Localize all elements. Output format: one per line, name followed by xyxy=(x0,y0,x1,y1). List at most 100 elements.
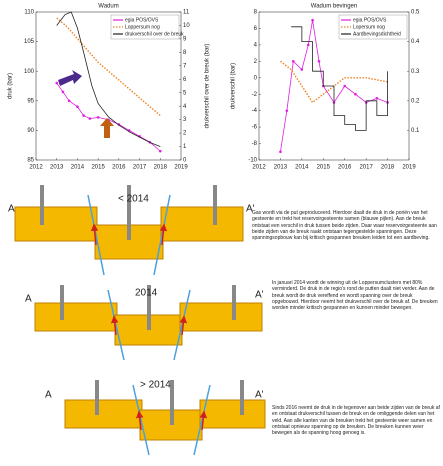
x-tick-label: 2017 xyxy=(133,165,147,171)
plot-frame xyxy=(258,11,410,161)
y-tick-label: 95 xyxy=(27,98,34,104)
fault xyxy=(153,194,171,276)
x-tick-label: 2019 xyxy=(402,165,416,171)
x-tick-label: 2013 xyxy=(50,165,64,171)
stress-arrow xyxy=(135,410,144,431)
marker xyxy=(343,84,347,88)
well xyxy=(95,380,99,415)
x-tick-label: 2016 xyxy=(338,165,352,171)
marker xyxy=(354,92,357,96)
y-tick-label: 4 xyxy=(254,42,258,48)
well xyxy=(170,380,174,425)
fault xyxy=(87,194,105,276)
y2-tick-label: 0 xyxy=(183,158,187,164)
marker xyxy=(55,81,59,85)
series-line xyxy=(280,60,388,104)
marker xyxy=(306,43,310,47)
marker xyxy=(67,99,71,103)
block xyxy=(179,302,263,332)
marker xyxy=(300,68,304,71)
label-a: A xyxy=(45,390,52,401)
x-tick-label: 2014 xyxy=(71,165,85,171)
plot-frame xyxy=(35,11,182,161)
paragraph: Sinds 2016 neemt de druk in de tegenover… xyxy=(272,405,440,437)
marker xyxy=(285,109,289,112)
marker xyxy=(76,105,79,109)
y-axis-label: drukverschil (bar) xyxy=(231,63,237,109)
paragraph: Gas wordt via de put geproduceerd. Hierd… xyxy=(252,210,437,242)
label-a: A xyxy=(25,294,32,305)
y-tick-label: 8 xyxy=(254,10,258,16)
marker xyxy=(317,60,321,63)
well xyxy=(127,185,131,240)
series-line xyxy=(56,11,161,147)
annotation-arrow xyxy=(100,118,114,138)
period-label: > 2014 xyxy=(140,380,171,391)
block xyxy=(14,206,98,242)
y-axis-label: druk (bar) xyxy=(8,73,14,99)
well xyxy=(40,185,44,225)
well xyxy=(240,380,244,415)
y2-tick-label: 8 xyxy=(183,50,187,56)
period-label: 2014 xyxy=(135,288,158,299)
x-tick-label: 2019 xyxy=(174,165,188,171)
well xyxy=(60,285,64,320)
stress-arrow xyxy=(90,223,99,246)
x-tick-label: 2012 xyxy=(252,165,266,171)
y2-tick-label: 3 xyxy=(183,117,187,123)
marker xyxy=(291,60,295,63)
fault xyxy=(132,384,150,456)
y-tick-label: -6 xyxy=(252,125,258,131)
fault xyxy=(173,289,191,361)
y-tick-label: 105 xyxy=(24,39,35,45)
x-tick-label: 2013 xyxy=(274,165,288,171)
y2-tick-label: 4 xyxy=(183,104,187,110)
well xyxy=(213,185,217,225)
label-a-prime: A' xyxy=(246,204,255,215)
y2-tick-label: 2 xyxy=(183,131,187,137)
marker xyxy=(279,150,282,154)
paragraph: In januari 2014 wordt de winning uit de … xyxy=(272,280,438,312)
block xyxy=(199,399,266,429)
x-tick-label: 2018 xyxy=(381,165,395,171)
y2-tick-label: 7 xyxy=(183,63,187,69)
legend-label: Lopersum nog xyxy=(353,24,385,30)
legend-label: Loppersum nog xyxy=(125,24,160,30)
y-tick-label: -10 xyxy=(248,158,257,164)
well xyxy=(147,285,151,330)
y2-tick-label: 10 xyxy=(183,23,190,29)
block xyxy=(160,206,244,242)
y-tick-label: 6 xyxy=(254,26,258,32)
x-tick-label: 2012 xyxy=(29,165,43,171)
x-tick-label: 2014 xyxy=(295,165,309,171)
annotation-arrow xyxy=(58,70,82,86)
marker xyxy=(82,114,85,117)
series-line xyxy=(56,17,161,117)
label-a-prime: A' xyxy=(255,390,264,401)
marker xyxy=(375,97,379,100)
y2-axis-label: drukverschil over de breuk (bar) xyxy=(205,44,211,129)
y-tick-label: -8 xyxy=(252,141,258,147)
diagram: A 2014 A' xyxy=(25,285,264,361)
y-tick-label: -2 xyxy=(252,92,258,98)
stress-arrow xyxy=(159,223,168,246)
y2-tick-label: 0.4 xyxy=(411,39,420,45)
well xyxy=(232,285,236,320)
marker xyxy=(311,18,314,22)
block xyxy=(64,399,143,429)
y-tick-label: 100 xyxy=(24,69,35,75)
stress-arrow xyxy=(179,315,188,336)
fault xyxy=(193,384,211,456)
stress-arrow xyxy=(110,315,119,336)
label-a: A xyxy=(8,204,15,215)
period-label: < 2014 xyxy=(118,194,149,205)
series-line xyxy=(280,20,388,152)
marker xyxy=(96,116,100,119)
marker xyxy=(158,149,162,153)
chart-title: Wadum bevingen xyxy=(311,4,357,10)
legend-label: drukverschil over de breuk xyxy=(125,31,184,37)
diagram: A < 2014 A' xyxy=(8,185,255,276)
series-line xyxy=(291,26,388,131)
x-tick-label: 2017 xyxy=(359,165,373,171)
